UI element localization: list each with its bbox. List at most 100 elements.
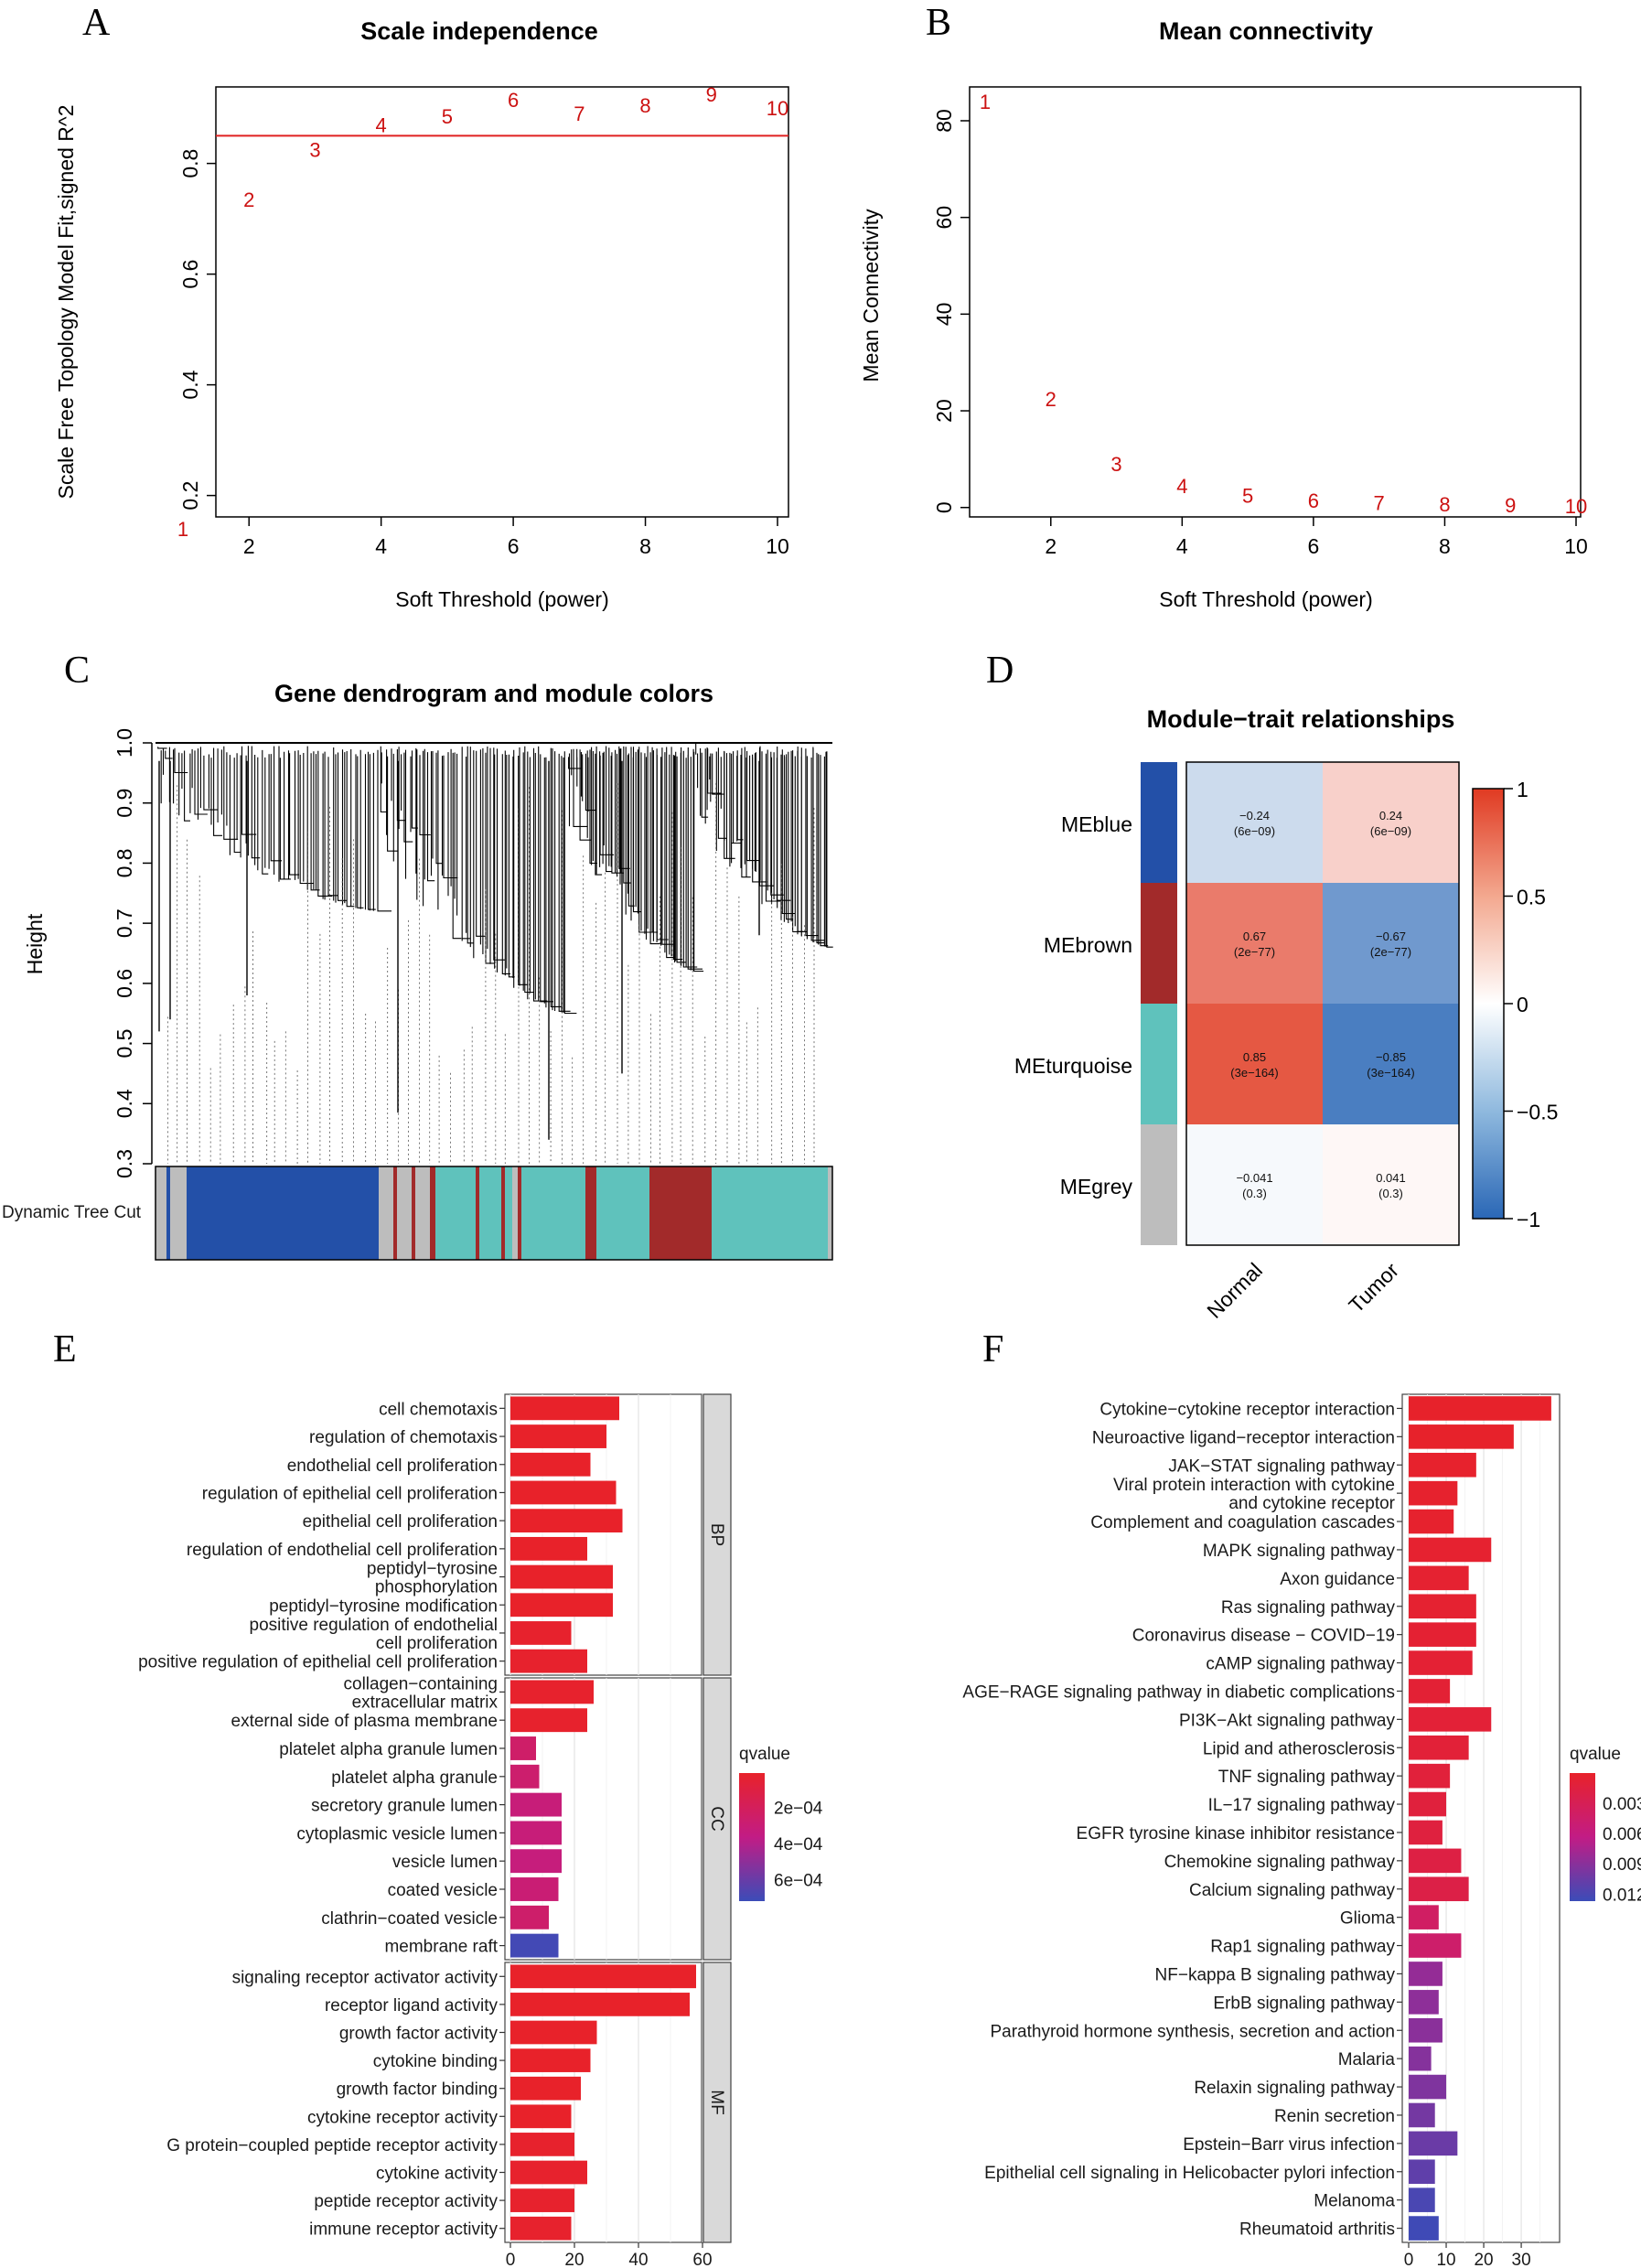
y-tick-label: 0.6 <box>113 969 136 998</box>
colorbar-tick-label: 1 <box>1517 778 1528 801</box>
x-tick-label: 8 <box>639 534 651 558</box>
heatmap-cell-pvalue: (6e−09) <box>1370 824 1411 838</box>
bar-category-label-line: Coronavirus disease − COVID−19 <box>1132 1627 1395 1646</box>
data-point-label: 6 <box>508 89 519 112</box>
bar-category-label-line: collagen−containing <box>344 1674 499 1693</box>
bar-category-label: AGE−RAGE signaling pathway in diabetic c… <box>962 1682 1395 1702</box>
heatmap-frame <box>1185 761 1460 1246</box>
bar-category-label: ErbB signaling pathway <box>1213 1994 1395 2013</box>
panel-label-f: F <box>982 1328 1003 1370</box>
data-point-label: 4 <box>376 113 387 136</box>
bar <box>510 1821 562 1845</box>
bar-category-label-line: cytoplasmic vesicle lumen <box>296 1824 498 1843</box>
facet-strip-label: BP <box>707 1523 726 1546</box>
legend-tick-label: 4e−04 <box>774 1835 823 1854</box>
bar-category-label-line: cytokine receptor activity <box>307 2108 499 2127</box>
y-tick-label: 0.8 <box>178 149 202 178</box>
x-tick-label: 40 <box>628 2251 648 2268</box>
bar-category-label-line: peptidyl−tyrosine modification <box>269 1596 498 1616</box>
bar-category-label: endothelial cell proliferation <box>287 1456 498 1476</box>
colorbar-tick-label: −0.5 <box>1517 1101 1558 1124</box>
y-tick-label: 20 <box>932 399 956 423</box>
bar-category-label: cytokine receptor activity <box>307 2108 499 2127</box>
module-color-segment <box>712 1166 828 1260</box>
bar-category-label-line: Axon guidance <box>1280 1570 1395 1589</box>
bar-category-label: cell chemotaxis <box>379 1400 498 1419</box>
bar <box>510 2188 574 2212</box>
bar-category-label-line: extracellular matrix <box>352 1693 499 1712</box>
y-tick-label: 40 <box>932 303 956 327</box>
bar-category-label-line: JAK−STAT signaling pathway <box>1168 1456 1395 1476</box>
bar <box>1409 1933 1462 1958</box>
data-point-label: 5 <box>1242 485 1253 508</box>
x-tick-label: 6 <box>508 534 520 558</box>
facet-strip-label: CC <box>707 1806 726 1831</box>
x-tick-label: 2 <box>243 534 255 558</box>
data-point-label: 5 <box>442 105 453 128</box>
bar-category-label: Epithelial cell signaling in Helicobacte… <box>984 2164 1395 2183</box>
panel-label-e: E <box>53 1328 77 1370</box>
bar <box>510 1621 572 1645</box>
bar <box>510 1849 562 1874</box>
chart-b-ylabel: Mean Connectivity <box>859 209 883 382</box>
bar <box>1409 1452 1476 1478</box>
data-point-label: 4 <box>1176 475 1187 498</box>
bar-category-label: collagen−containing extracellular matrix <box>344 1674 499 1712</box>
dendrogram-branches <box>157 742 833 1015</box>
bar-category-label: membrane raft <box>384 1938 498 1957</box>
bar <box>510 1933 559 1958</box>
heatmap-cell-value: 0.67 <box>1243 930 1266 943</box>
bar <box>510 1593 613 1618</box>
bar <box>510 1424 606 1448</box>
panel-label-b: B <box>926 2 951 44</box>
bar <box>510 1792 562 1817</box>
bar-category-label-line: growth factor activity <box>339 2025 499 2044</box>
bar <box>1409 2187 1435 2212</box>
bar-category-label-line: cytokine activity <box>376 2165 499 2184</box>
y-tick-label: 80 <box>932 109 956 133</box>
module-color-bar <box>155 1166 833 1261</box>
y-tick-label: 0 <box>932 501 956 513</box>
module-color-segment <box>166 1166 170 1260</box>
bar-category-label: Epstein−Barr virus infection <box>1183 2135 1395 2155</box>
bar <box>1409 1424 1514 1449</box>
bar-category-label-line: Calcium signaling pathway <box>1189 1881 1395 1900</box>
data-point-label: 1 <box>177 518 188 541</box>
bar-category-label-line: peptidyl−tyrosine <box>367 1560 498 1579</box>
data-point-label: 7 <box>1374 491 1385 514</box>
facet-strip <box>703 1677 732 1961</box>
data-point-label: 7 <box>574 102 585 125</box>
data-point-label: 2 <box>1046 388 1056 411</box>
bar-category-label: platelet alpha granule <box>331 1768 498 1788</box>
module-color-segment <box>585 1166 596 1260</box>
bar-category-label: positive regulation of endothelial cell p… <box>250 1616 498 1653</box>
module-trait-heatmap: Module−trait relationships MEblue MEbrown… <box>1014 705 1559 1323</box>
facet-strip <box>703 1962 732 2243</box>
bar-category-label-line: IL−17 signaling pathway <box>1208 1796 1396 1815</box>
bar-category-label-line: external side of plasma membrane <box>231 1712 498 1731</box>
bar-category-label: Neuroactive ligand−receptor interaction <box>1092 1428 1395 1447</box>
heatmap-cell-pvalue: (6e−09) <box>1234 824 1275 838</box>
bar-category-label: Rheumatoid arthritis <box>1239 2220 1395 2240</box>
y-tick-label: 0.3 <box>113 1149 136 1178</box>
y-tick-label: 0.6 <box>178 260 202 289</box>
x-tick-label: 20 <box>564 2251 584 2268</box>
bar-category-label-line: TNF signaling pathway <box>1218 1768 1396 1787</box>
module-color-segment <box>435 1166 476 1260</box>
bar <box>1409 1962 1443 1986</box>
bar-category-label: coated vesicle <box>388 1881 498 1900</box>
chart-f-legend-gradient <box>1570 1773 1595 1901</box>
chart-c-colorbar-label: Dynamic Tree Cut <box>2 1203 142 1222</box>
bar <box>1409 1820 1443 1845</box>
bar-category-label-line: cAMP signaling pathway <box>1206 1655 1395 1674</box>
chart-a-ylabel: Scale Free Topology Model Fit,signed R^2 <box>54 105 78 500</box>
data-point-label: 10 <box>1565 495 1587 518</box>
heatmap-cell-value: 0.85 <box>1243 1050 1266 1064</box>
y-tick-label: 0.5 <box>113 1029 136 1059</box>
bar-category-label-line: positive regulation of epithelial cell p… <box>138 1653 498 1672</box>
x-tick-label: 2 <box>1045 534 1056 558</box>
mean-connectivity-chart: Mean connectivity 2 4 6 8 10 0 20 40 60 80 1 2 3 4 5… <box>859 17 1588 611</box>
x-tick-label: 0 <box>1404 2251 1414 2268</box>
bar-category-label-line: Cytokine−cytokine receptor interaction <box>1099 1400 1395 1419</box>
heatmap-row-label: MEturquoise <box>1014 1054 1132 1078</box>
